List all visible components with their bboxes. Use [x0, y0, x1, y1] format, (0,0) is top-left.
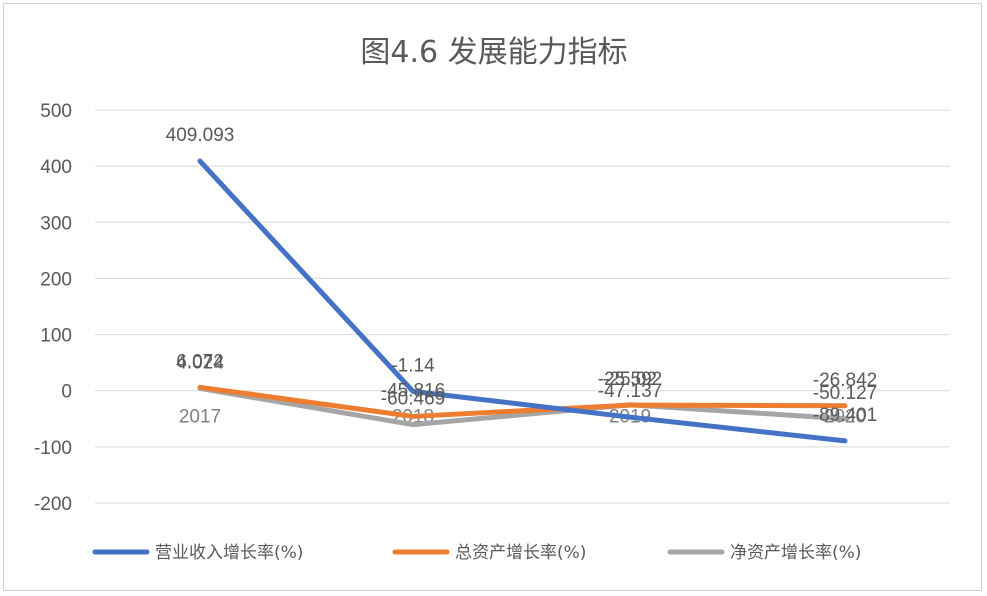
data-label: -50.127 [813, 383, 877, 404]
legend-label: 总资产增长率(%) [455, 543, 586, 563]
data-label: -47.137 [598, 381, 662, 402]
legend-label: 净资产增长率(%) [730, 543, 861, 563]
legend: 营业收入增长率(%) 总资产增长率(%) 净资产增长率(%) [92, 543, 861, 563]
chart-title: 图4.6 发展能力指标 [360, 35, 627, 70]
data-label: -26.842 [813, 370, 877, 391]
data-label: 409.093 [166, 125, 235, 146]
x-category-label: 2017 [179, 407, 221, 428]
data-label: -89.401 [813, 405, 877, 426]
data-label: 6.072 [176, 351, 224, 372]
y-tick-label: 200 [40, 269, 72, 290]
series-lines [197, 158, 848, 444]
series-line [197, 385, 848, 428]
data-label: -45.816 [381, 380, 445, 401]
data-label: 4.024 [176, 352, 224, 373]
gridlines [95, 109, 950, 504]
y-axis-ticks: 500 400 300 200 100 0 -100 -200 [34, 101, 72, 515]
y-tick-label: 300 [40, 213, 72, 234]
y-tick-label: -200 [34, 494, 72, 515]
data-label: -25.592 [598, 369, 662, 390]
data-label: -25.02 [603, 369, 657, 390]
data-labels: 409.093 -1.14 -47.137 -89.401 6.072 -45.816 -2… [166, 125, 878, 426]
series-line [197, 158, 848, 444]
y-tick-label: 0 [61, 382, 72, 403]
y-tick-label: 100 [40, 326, 72, 347]
series-line [197, 384, 848, 419]
data-label: -60.469 [381, 389, 445, 410]
y-tick-label: 500 [40, 101, 72, 122]
data-label: -1.14 [391, 355, 435, 376]
y-tick-label: 400 [40, 157, 72, 178]
legend-label: 营业收入增长率(%) [155, 543, 303, 563]
chart-frame [3, 3, 982, 591]
y-tick-label: -100 [34, 438, 72, 459]
